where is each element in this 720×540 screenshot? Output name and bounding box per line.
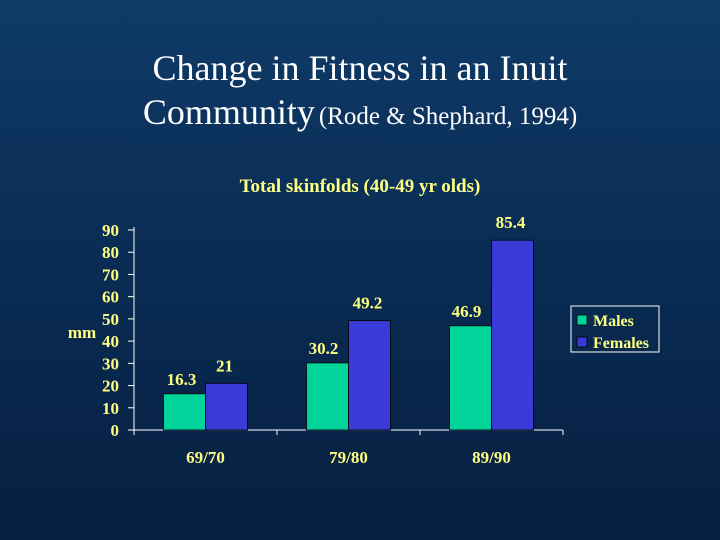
data-label-males: 46.9 — [452, 302, 482, 321]
bar-females-89-90 — [491, 239, 534, 431]
legend-box — [570, 305, 660, 353]
y-tick-label: 20 — [102, 377, 119, 396]
title-line-2: Community (Rode & Shephard, 1994) — [0, 90, 720, 142]
y-tick-label: 60 — [102, 288, 119, 307]
legend-label-males: Males — [593, 313, 634, 330]
data-label-males: 30.2 — [309, 339, 339, 358]
title-line-1: Change in Fitness in an Inuit — [152, 48, 568, 88]
y-tick-label: 90 — [102, 221, 119, 240]
y-tick-label: 40 — [102, 332, 119, 351]
y-tick-label: 70 — [102, 265, 119, 284]
data-label-females: 85.4 — [496, 213, 526, 232]
y-tick-label: 50 — [102, 310, 119, 329]
data-label-females: 49.2 — [353, 294, 383, 313]
title-citation: (Rode & Shephard, 1994) — [318, 103, 578, 130]
x-tick-label: 69/70 — [186, 448, 225, 467]
y-tick-label: 30 — [102, 354, 119, 373]
data-label-females: 21 — [216, 356, 233, 375]
legend-label-females: Females — [593, 335, 649, 352]
bar-males-79-80 — [306, 362, 349, 431]
title-community: Community — [142, 92, 315, 132]
chart-title: Total skinfolds (40-49 yr olds) — [240, 176, 481, 197]
y-tick-label: 0 — [111, 421, 120, 440]
slide-title: Change in Fitness in an Inuit Community … — [0, 46, 720, 142]
y-axis-label: mm — [68, 323, 96, 342]
bar-males-89-90 — [449, 325, 492, 431]
x-tick-label: 79/80 — [329, 448, 368, 467]
legend-swatch-males — [576, 314, 588, 326]
y-tick-label: 10 — [102, 399, 119, 418]
x-tick-label: 89/90 — [472, 448, 511, 467]
y-tick-label: 80 — [102, 243, 119, 262]
bar-females-69-70 — [205, 382, 248, 431]
bar-females-79-80 — [348, 320, 391, 431]
data-label-males: 16.3 — [167, 370, 197, 389]
bar-males-69-70 — [163, 393, 206, 431]
legend-swatch-females — [576, 336, 588, 348]
